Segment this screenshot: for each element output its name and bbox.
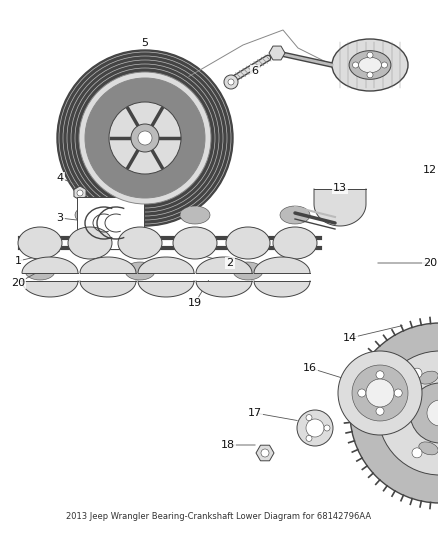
Text: 12: 12 [423,165,437,175]
Text: 6: 6 [251,66,258,76]
Text: 4: 4 [57,173,64,183]
Circle shape [412,448,422,458]
Circle shape [358,389,366,397]
Circle shape [376,407,384,415]
Polygon shape [196,257,252,273]
Circle shape [306,419,324,437]
Text: 2: 2 [226,258,233,268]
Ellipse shape [173,227,217,259]
Circle shape [77,190,83,196]
Ellipse shape [233,262,263,280]
Polygon shape [254,281,310,297]
Circle shape [366,379,394,407]
Text: 14: 14 [343,333,357,343]
Text: 2013 Jeep Wrangler Bearing-Crankshaft Lower Diagram for 68142796AA: 2013 Jeep Wrangler Bearing-Crankshaft Lo… [67,512,371,521]
Polygon shape [138,281,194,297]
Circle shape [389,408,399,418]
Polygon shape [22,257,78,273]
Circle shape [394,389,402,397]
Circle shape [412,368,422,378]
Ellipse shape [332,39,408,91]
Circle shape [261,449,269,457]
Text: 3: 3 [57,213,64,223]
Circle shape [131,124,159,152]
Circle shape [367,72,373,78]
Circle shape [338,351,422,435]
Ellipse shape [75,206,105,224]
Circle shape [79,72,211,204]
Ellipse shape [397,403,409,423]
Text: 20: 20 [11,278,25,288]
Circle shape [367,52,373,58]
Circle shape [57,50,233,226]
Circle shape [381,62,388,68]
Circle shape [297,410,333,446]
Circle shape [350,323,438,503]
Circle shape [85,78,205,198]
Ellipse shape [180,206,210,224]
Circle shape [306,435,312,441]
Text: 19: 19 [188,298,202,308]
Ellipse shape [25,262,55,280]
Ellipse shape [419,371,438,384]
FancyBboxPatch shape [77,197,144,249]
Ellipse shape [359,57,381,73]
Polygon shape [22,281,78,297]
Ellipse shape [68,227,112,259]
Polygon shape [138,257,194,273]
Circle shape [109,102,181,174]
Circle shape [352,365,408,421]
Ellipse shape [125,262,155,280]
Ellipse shape [226,227,270,259]
Circle shape [138,131,152,145]
Text: 13: 13 [333,183,347,193]
Ellipse shape [349,51,391,79]
Ellipse shape [419,442,438,455]
Circle shape [378,351,438,475]
Polygon shape [80,281,136,297]
Circle shape [306,415,312,421]
Ellipse shape [280,206,310,224]
Text: 20: 20 [423,258,437,268]
Text: 17: 17 [248,408,262,418]
Polygon shape [196,281,252,297]
Circle shape [410,383,438,443]
Ellipse shape [118,227,162,259]
Circle shape [427,400,438,426]
Text: 5: 5 [141,38,148,48]
Ellipse shape [273,227,317,259]
Text: 16: 16 [303,363,317,373]
Polygon shape [254,257,310,273]
Circle shape [353,62,359,68]
Text: 18: 18 [221,440,235,450]
Text: 1: 1 [14,256,21,266]
Ellipse shape [18,227,62,259]
Circle shape [324,425,330,431]
Polygon shape [80,257,136,273]
Circle shape [376,371,384,379]
Circle shape [228,79,234,85]
Polygon shape [314,189,366,226]
Circle shape [224,75,238,89]
